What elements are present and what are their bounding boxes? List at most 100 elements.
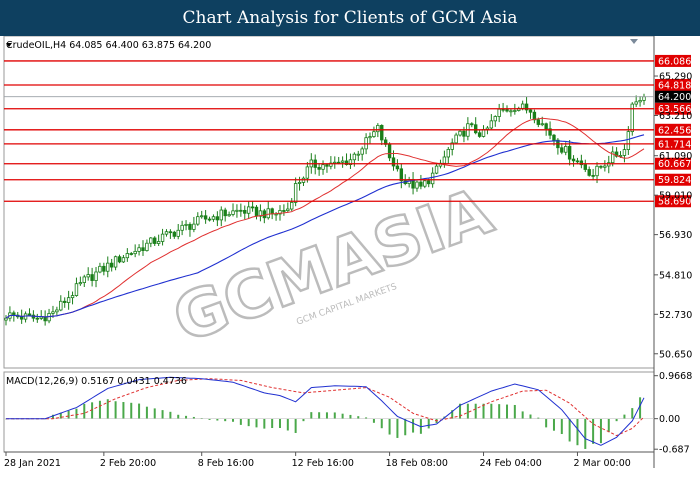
current-price-label-bg — [655, 90, 691, 103]
candle-body — [290, 202, 294, 210]
current-price-label: 64.200 — [658, 92, 691, 103]
candle-body — [243, 209, 247, 214]
macd-histogram-bar — [372, 418, 375, 423]
candle-body — [344, 160, 349, 166]
macd-histogram-bar — [599, 418, 602, 444]
macd-histogram-bar — [498, 404, 501, 419]
resistance-label-bg — [655, 54, 691, 67]
macd-histogram-bar — [482, 403, 485, 419]
candle-body — [250, 206, 255, 209]
price-pane-frame — [3, 35, 655, 369]
candle-body — [12, 312, 16, 316]
candle-body — [106, 262, 110, 272]
macd-layer — [4, 376, 654, 449]
macd-tick-label: -0.687 — [659, 445, 690, 456]
candle-body — [211, 216, 216, 220]
macd-histogram-bar — [631, 408, 634, 419]
candle-body — [395, 165, 400, 170]
macd-histogram-bar — [67, 410, 70, 419]
macd-histogram-bar — [271, 418, 274, 428]
time-tick-label: 18 Feb 08:00 — [386, 458, 448, 469]
resistance-label: 62.456 — [658, 125, 691, 136]
candle-body — [82, 276, 86, 283]
candle-body — [133, 250, 137, 255]
candle-body — [172, 231, 177, 237]
header-dropdown-icon — [6, 43, 12, 47]
candle-body — [399, 168, 404, 182]
candle-body — [595, 165, 599, 177]
candle-body — [305, 166, 310, 179]
macd-histogram-bar — [521, 411, 524, 419]
macd-histogram-bar — [537, 417, 540, 419]
resistance-label: 66.086 — [658, 56, 691, 67]
candle-body — [278, 210, 282, 215]
candle-body — [35, 317, 40, 320]
candle-body — [223, 209, 227, 217]
candle-body — [258, 210, 263, 217]
candle-body — [145, 242, 149, 252]
candle-body — [196, 216, 200, 225]
resistance-label-bg — [655, 173, 691, 186]
macd-histogram-bar — [357, 416, 360, 419]
macd-histogram-bar — [130, 402, 133, 419]
candle-body — [493, 116, 497, 122]
candle-body — [153, 237, 157, 244]
candle-body — [51, 311, 55, 314]
candle-body — [231, 210, 235, 215]
candle-body — [340, 160, 345, 163]
macd-histogram-bar — [615, 418, 618, 422]
candle-body — [571, 158, 576, 162]
candle-body — [489, 120, 494, 129]
candle-body — [117, 256, 122, 263]
macd-histogram-bar — [286, 418, 289, 431]
candle-body — [109, 262, 114, 268]
candle-body — [387, 143, 392, 159]
candle-body — [156, 241, 161, 244]
candle-body — [113, 256, 118, 268]
candle-body — [239, 209, 243, 212]
candle-body — [121, 257, 126, 263]
candle-body — [184, 223, 188, 226]
macd-histogram-bar — [545, 418, 548, 428]
candle-body — [376, 124, 380, 133]
candle-body — [430, 172, 435, 185]
candle-body — [266, 208, 270, 219]
resistance-layer: 66.086 64.818 63.566 62.456 61.714 60.667 59.8… — [4, 54, 691, 208]
candle-body — [560, 147, 564, 153]
candle-body — [188, 223, 192, 230]
candle-body — [548, 128, 552, 136]
candle-body — [610, 151, 615, 164]
macd-histogram-bar — [177, 414, 180, 419]
chart-banner-title: Chart Analysis for Clients of GCM Asia — [0, 0, 700, 36]
candle-body — [442, 156, 447, 164]
candle-body — [176, 229, 180, 237]
candle-body — [262, 210, 267, 219]
candle-body — [246, 206, 251, 214]
resistance-label: 63.566 — [658, 104, 691, 115]
watermark-layer: GCMASIA GCM CAPITAL MARKETS — [163, 173, 503, 359]
macd-histogram-bar — [584, 418, 587, 449]
macd-histogram-bar — [51, 414, 54, 419]
candle-body — [458, 130, 462, 136]
price-tick-label: 61.090 — [659, 151, 692, 162]
candle-body — [160, 233, 165, 242]
macd-histogram-bar — [592, 418, 595, 444]
price-tick-label: 63.210 — [659, 111, 692, 122]
resistance-label: 64.818 — [658, 80, 691, 91]
candle-body — [583, 164, 587, 170]
macd-histogram-bar — [153, 408, 156, 419]
candle-body — [39, 316, 43, 319]
time-tick-label: 12 Feb 16:00 — [292, 458, 354, 469]
candle-body — [200, 215, 204, 218]
candle-body — [380, 124, 384, 141]
candle-body — [129, 253, 133, 255]
time-tick-label: 8 Feb 16:00 — [198, 458, 254, 469]
time-tick-label: 2 Feb 20:00 — [100, 458, 156, 469]
macd-histogram-bar — [83, 403, 86, 419]
macd-histogram-bar — [325, 412, 328, 419]
candle-body — [325, 164, 329, 167]
macd-histogram-bar — [232, 418, 235, 422]
macd-histogram-bar — [388, 418, 391, 435]
time-tick-label: 24 Feb 04:00 — [480, 458, 542, 469]
watermark-logo-text: GCMASIA — [164, 175, 502, 358]
